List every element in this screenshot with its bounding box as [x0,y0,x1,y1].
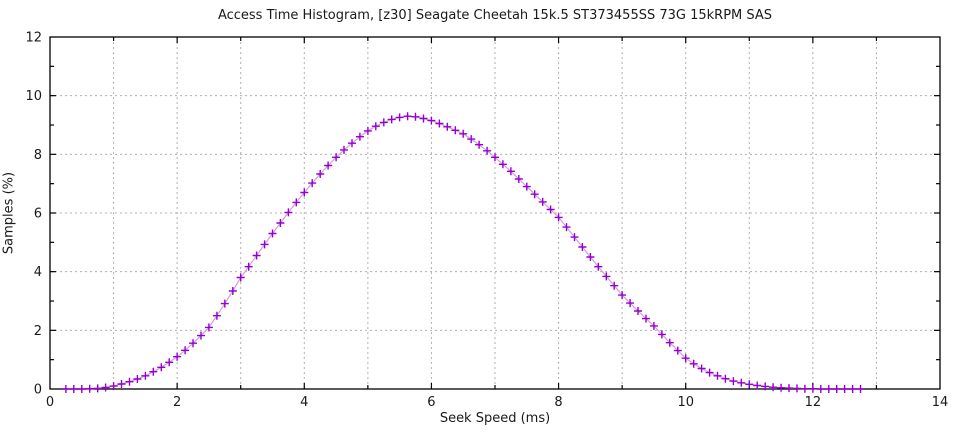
y-tick-label: 12 [25,31,42,46]
y-tick-label: 0 [34,383,42,398]
x-tick-label: 4 [300,395,308,410]
x-tick-label: 0 [46,395,54,410]
x-tick-label: 10 [677,395,694,410]
y-tick-label: 2 [34,324,42,339]
y-tick-label: 4 [34,265,42,280]
chart-title: Access Time Histogram, [z30] Seagate Che… [217,8,773,23]
x-tick-label: 14 [932,395,949,410]
y-tick-label: 10 [25,89,42,104]
x-tick-label: 8 [554,395,562,410]
x-tick-label: 6 [427,395,435,410]
series-plus-markers [61,112,865,393]
x-axis-label: Seek Speed (ms) [439,411,551,426]
x-tick-label: 12 [805,395,822,410]
y-tick-label: 6 [34,207,42,222]
y-tick-label: 8 [34,148,42,163]
x-tick-label: 2 [173,395,181,410]
